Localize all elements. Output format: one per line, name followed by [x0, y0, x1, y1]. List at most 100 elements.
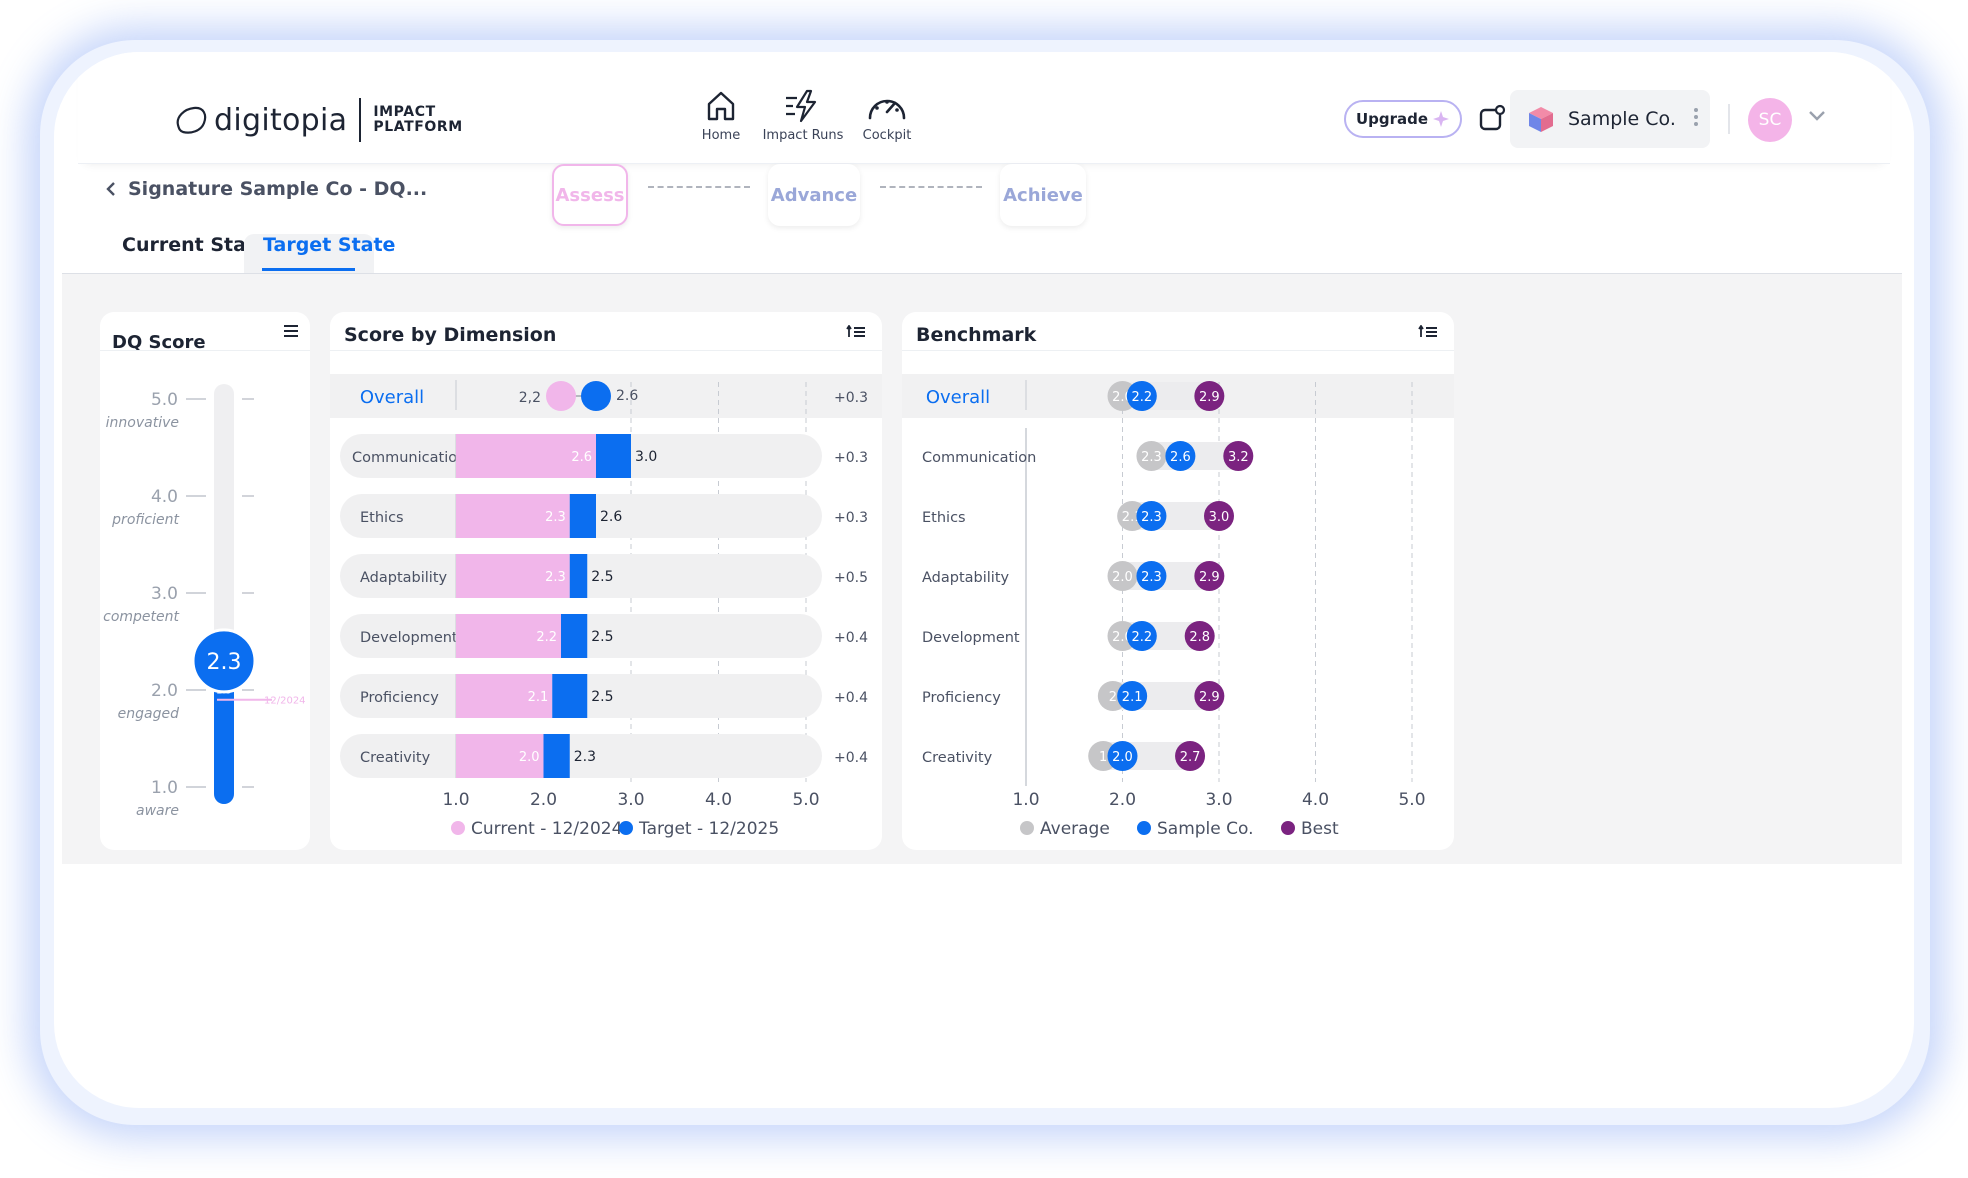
tab-active-underline [262, 268, 355, 271]
legend-target-label: Target - 12/2025 [638, 819, 779, 839]
logo-subtitle-line2: PLATFORM [373, 119, 463, 135]
sort-icon[interactable] [1418, 325, 1438, 339]
step-achieve[interactable]: Achieve [1000, 164, 1086, 226]
upgrade-button[interactable]: Upgrade [1344, 100, 1462, 138]
category-label: Creativity [360, 750, 431, 766]
x-tick-label: 5.0 [1398, 790, 1425, 810]
delta-label: +0.3 [834, 510, 868, 526]
sparkle-icon [1433, 111, 1450, 127]
nav-home-label: Home [701, 128, 741, 143]
level-label: innovative [106, 415, 179, 431]
legend-label: Best [1301, 819, 1339, 839]
lightning-icon [786, 89, 817, 123]
category-label: Adaptability [922, 570, 1010, 586]
average-label: 1 [1099, 750, 1107, 765]
overall-current-marker [546, 381, 576, 411]
target-bar [543, 734, 570, 778]
dq-score-gauge: 5.0 innovative 4.0 proficient 3.0 competent 2.… [103, 384, 306, 819]
best-label: 2.9 [1199, 690, 1220, 705]
logo-mark-icon [176, 106, 207, 134]
sample-label: 2.3 [1141, 570, 1162, 585]
target-bar [569, 554, 588, 598]
company-switcher[interactable]: Sample Co. [1510, 90, 1710, 148]
delta-label: +0.3 [834, 390, 868, 406]
x-tick-label: 4.0 [705, 790, 732, 810]
sample-label: 2.0 [1112, 750, 1133, 765]
current-score-value: 2.3 [207, 650, 242, 675]
x-tick-label: 4.0 [1302, 790, 1329, 810]
tab-current-state[interactable]: Current State [122, 234, 268, 256]
category-label: Overall [926, 387, 990, 408]
best-marker [1175, 741, 1206, 771]
avatar[interactable]: SC [1748, 98, 1792, 142]
step-advance[interactable]: Advance [768, 164, 860, 226]
best-label: 2.7 [1180, 750, 1201, 765]
step-connector [648, 186, 750, 188]
legend-current-swatch [451, 821, 465, 835]
nav-cockpit-label: Cockpit [862, 128, 912, 143]
dashboard-content: DQ Score 5.0 innovative 4.0 proficient 3.0 co… [62, 274, 1902, 864]
breadcrumb[interactable]: Signature Sample Co - DQ... [106, 178, 427, 200]
current-bar [456, 494, 570, 538]
current-bar-label: 2.3 [545, 510, 566, 525]
nav-cockpit[interactable]: Cockpit [832, 88, 942, 143]
current-score-bubble [191, 628, 257, 694]
dq-score-card: DQ Score 5.0 innovative 4.0 proficient 3.0 co… [100, 312, 310, 850]
best-marker [1194, 561, 1225, 591]
gauge-fill [214, 660, 234, 804]
notification-icon[interactable] [1478, 104, 1506, 132]
step-assess[interactable]: Assess [552, 164, 628, 226]
category-label: Communication [922, 450, 1036, 466]
menu-icon[interactable] [283, 324, 299, 338]
average-label: 2.3 [1141, 450, 1162, 465]
sample-marker [1136, 501, 1167, 531]
x-tick-label: 1.0 [442, 790, 469, 810]
level-label: proficient [111, 512, 179, 528]
best-label: 3.0 [1209, 510, 1230, 525]
home-icon [707, 91, 735, 121]
current-bar [456, 734, 544, 778]
current-bar [456, 614, 561, 658]
chevron-left-icon[interactable] [106, 181, 116, 197]
sample-label: 2.1 [1122, 690, 1143, 705]
current-bar [456, 434, 596, 478]
level-label: engaged [118, 706, 179, 722]
legend-label: Average [1040, 819, 1110, 839]
nav-home[interactable]: Home [666, 88, 776, 143]
x-tick-label: 2.0 [530, 790, 557, 810]
category-label: Proficiency [922, 690, 1001, 706]
legend-swatch [1020, 821, 1034, 835]
current-bar [456, 674, 553, 718]
logo-wordmark: digitopia [214, 102, 348, 138]
more-options-icon[interactable] [1694, 108, 1698, 126]
delta-label: +0.4 [834, 750, 868, 766]
breadcrumb-title: Signature Sample Co - DQ... [128, 178, 428, 200]
category-label: Ethics [360, 510, 404, 526]
x-tick-label: 3.0 [617, 790, 644, 810]
chevron-down-icon[interactable] [1808, 110, 1826, 122]
target-bar-label: 2.5 [591, 689, 613, 705]
legend-current-label: Current - 12/2024 [471, 819, 622, 839]
target-bar [569, 494, 596, 538]
target-bar-label: 2.5 [591, 629, 613, 645]
legend-swatch [1281, 821, 1295, 835]
nav-impact-runs[interactable]: Impact Runs [748, 88, 858, 143]
target-bar [596, 434, 631, 478]
upgrade-label: Upgrade [1355, 110, 1429, 128]
company-name: Sample Co. [1568, 108, 1676, 130]
tab-target-state[interactable]: Target State [263, 234, 396, 256]
sample-label: 2.2 [1131, 390, 1152, 405]
target-bar-label: 2.6 [600, 509, 622, 525]
best-label: 2.9 [1199, 570, 1220, 585]
previous-score-label: 12/2024 [264, 696, 306, 707]
best-label: 3.2 [1228, 450, 1249, 465]
best-marker [1184, 621, 1215, 651]
company-cube-icon [1529, 107, 1553, 132]
target-bar-label: 2.3 [574, 749, 596, 765]
dq-score-title: DQ Score [112, 332, 206, 353]
logo-subtitle-line1: IMPACT [373, 104, 436, 120]
tabs-divider [62, 273, 1902, 274]
sort-icon[interactable] [846, 325, 866, 339]
logo[interactable]: digitopia IMPACT PLATFORM [174, 98, 463, 142]
average-label: 2 [1109, 690, 1117, 705]
